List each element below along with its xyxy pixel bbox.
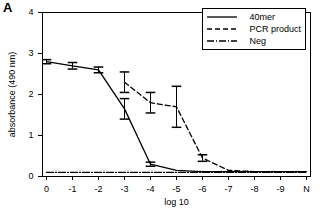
html-text:40mer: 40mer xyxy=(249,12,275,22)
svg-text:0: 0 xyxy=(28,171,33,181)
svg-text:-4: -4 xyxy=(146,184,154,194)
html-text:A: A xyxy=(3,0,13,15)
svg-text:-6: -6 xyxy=(198,184,206,194)
svg-text:absorbance (490 nm): absorbance (490 nm) xyxy=(7,52,17,138)
svg-text:-3: -3 xyxy=(120,184,128,194)
svg-text:2: 2 xyxy=(28,89,33,99)
svg-text:log 10: log 10 xyxy=(164,197,189,207)
html-text:Neg: Neg xyxy=(249,36,266,46)
svg-text:4: 4 xyxy=(28,7,33,17)
svg-text:-7: -7 xyxy=(224,184,232,194)
svg-text:N: N xyxy=(303,184,310,194)
svg-text:0: 0 xyxy=(44,184,49,194)
svg-text:-1: -1 xyxy=(68,184,76,194)
svg-text:-8: -8 xyxy=(250,184,258,194)
html-text:PCR product: PCR product xyxy=(249,24,301,34)
svg-text:-5: -5 xyxy=(172,184,180,194)
svg-text:1: 1 xyxy=(28,130,33,140)
svg-text:-2: -2 xyxy=(94,184,102,194)
svg-text:3: 3 xyxy=(28,48,33,58)
svg-text:-9: -9 xyxy=(276,184,284,194)
